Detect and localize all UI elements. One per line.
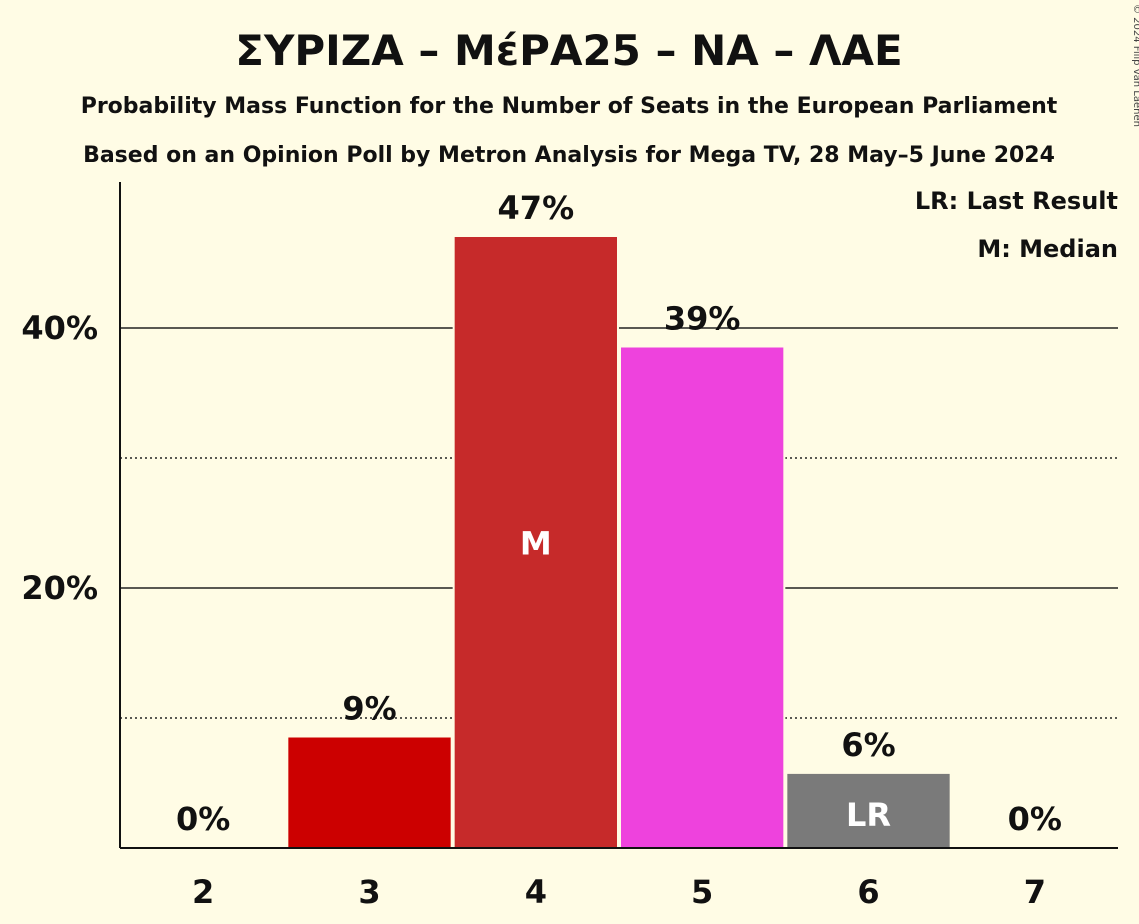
bar-6	[787, 773, 950, 848]
legend-last-result: LR: Last Result	[915, 187, 1118, 215]
axes: 20% 40% 2 3 4 5 6 7	[21, 182, 1118, 911]
data-labels: 0% 9% 47% M 39% 6% LR 0%	[176, 189, 1062, 838]
chart-title: ΣΥΡΙΖΑ – ΜέΡΑ25 – ΝΑ – ΛΑΕ	[235, 26, 902, 75]
chart-subtitle-source: Based on an Opinion Poll by Metron Analy…	[83, 143, 1055, 168]
y-tick-label-20: 20%	[21, 569, 98, 607]
legend-median: M: Median	[977, 235, 1118, 263]
data-label-7: 0%	[1008, 800, 1062, 838]
data-label-3: 9%	[342, 690, 396, 728]
copyright-credit: © 2024 Filip van Laenen	[1131, 4, 1139, 127]
data-label-5: 39%	[664, 300, 741, 338]
data-label-6: 6%	[841, 726, 895, 764]
x-tick-label-6: 6	[857, 873, 879, 911]
x-tick-label-3: 3	[358, 873, 380, 911]
bar-4	[454, 237, 617, 848]
x-tick-label-2: 2	[192, 873, 214, 911]
chart-subtitle: Probability Mass Function for the Number…	[81, 94, 1058, 119]
bar-3	[288, 737, 451, 848]
x-tick-label-5: 5	[691, 873, 713, 911]
data-label-2: 0%	[176, 800, 230, 838]
data-label-4: 47%	[498, 189, 575, 227]
x-tick-label-7: 7	[1024, 873, 1046, 911]
y-tick-label-40: 40%	[21, 309, 98, 347]
bar-inner-label-6: LR	[846, 796, 891, 834]
bar-5	[621, 347, 784, 848]
bar-inner-label-4: M	[520, 525, 552, 563]
x-tick-label-4: 4	[525, 873, 547, 911]
bars	[286, 235, 952, 848]
